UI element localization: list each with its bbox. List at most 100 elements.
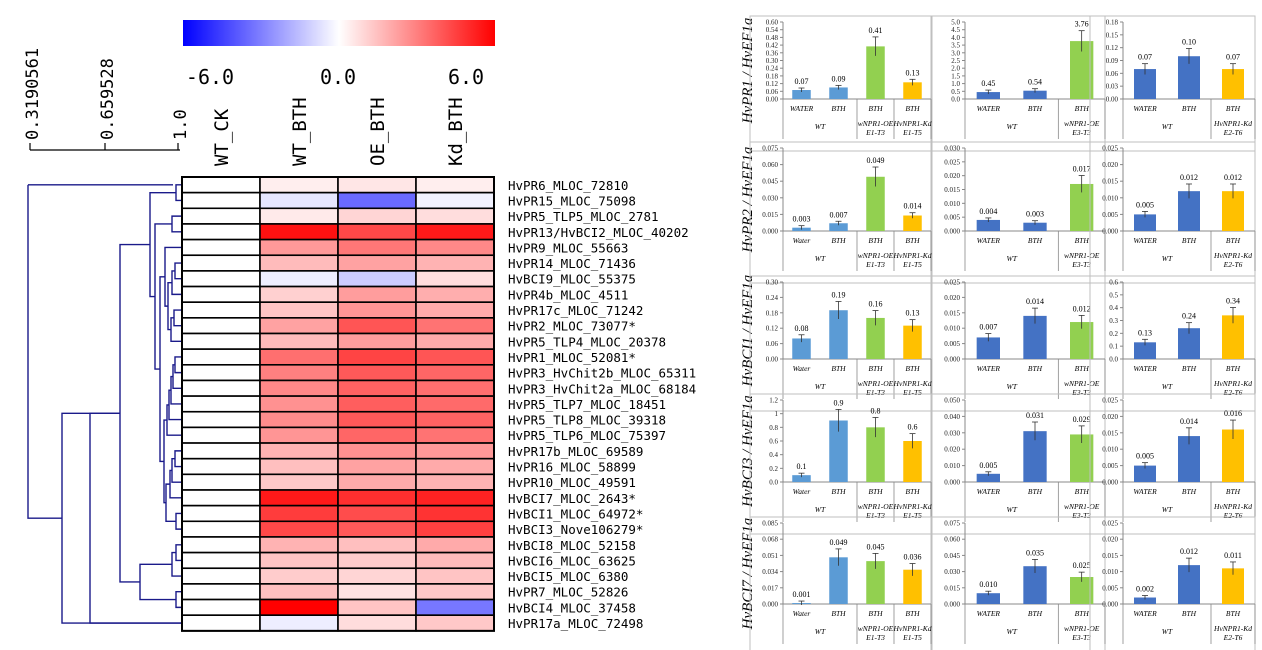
bar-panel-frame xyxy=(931,275,1106,412)
bar-value-label: 0.014 xyxy=(1026,297,1044,306)
bar-y-tick-label: 0.12 xyxy=(766,325,779,333)
bar-category-label: WATER xyxy=(977,104,1001,113)
bar-group-label: wNPR1-OE xyxy=(1064,624,1100,633)
bar-y-tick-label: 0.5 xyxy=(951,88,960,96)
heatmap-column-label: Kd_BTH xyxy=(445,97,467,166)
bar-y-tick-label: 0.000 xyxy=(762,601,778,609)
bar-y-tick-label: 0.005 xyxy=(1102,584,1118,592)
heatmap-cell xyxy=(415,270,495,288)
bar-y-tick-label: 0.075 xyxy=(944,520,960,528)
bar-group-label: wNPR1-OE xyxy=(858,379,894,388)
heatmap-cell xyxy=(259,332,339,350)
heatmap-cell xyxy=(181,285,261,303)
heatmap-cell xyxy=(259,363,339,382)
bar-group-label: wNPR1-OE xyxy=(858,119,894,128)
bar-y-tick-label: 0.005 xyxy=(944,214,960,222)
dendrogram-branch xyxy=(171,458,181,483)
heatmap-cell xyxy=(181,442,261,460)
heatmap-row-label: HvBCI5_MLOC_6380 xyxy=(508,569,628,584)
bar-y-tick-label: 0.8 xyxy=(769,424,778,432)
bar-panel-frame xyxy=(749,275,932,412)
bar-category-label: WATER xyxy=(1133,104,1157,113)
bar-y-tick-label: 0.0 xyxy=(1109,356,1118,364)
bar-y-tick-label: 0.18 xyxy=(766,72,779,80)
bar-panel-frame xyxy=(749,393,932,535)
bar-group-label: HvNPR1-Kd xyxy=(1213,624,1252,633)
heatmap-cell xyxy=(337,536,417,554)
bar xyxy=(866,317,885,359)
bar-panel-frame xyxy=(931,393,1106,535)
bar-value-label: 0.031 xyxy=(1026,411,1044,420)
bar-value-label: 0.6 xyxy=(908,423,918,432)
bar-y-tick-label: 0.015 xyxy=(1102,429,1118,437)
heatmap-cell xyxy=(337,489,417,507)
heatmap-row-label: HvPR4b_MLOC_4511 xyxy=(508,287,628,302)
bar-y-tick-label: 0.010 xyxy=(1102,194,1118,202)
bar-category-label: BTH xyxy=(1075,236,1090,245)
heatmap-cell xyxy=(259,238,339,257)
bar-y-tick-label: 0.12 xyxy=(766,80,779,88)
heatmap-cell xyxy=(259,583,339,601)
colorbar xyxy=(183,20,495,46)
heatmap-row-label: HvPR5_TLP5_MLOC_2781 xyxy=(508,209,659,224)
bar-y-tick-label: 0.068 xyxy=(762,536,778,544)
bar-y-tick-label: 0.030 xyxy=(762,194,778,202)
heatmap-cell xyxy=(337,442,417,460)
heatmap-cell xyxy=(337,363,417,382)
heatmap-cell xyxy=(181,395,261,413)
heatmap-row-label: HvBCI1_MLOC_64972* xyxy=(508,506,643,521)
heatmap-row-label: HvBCI3_Nove106279* xyxy=(508,522,643,537)
heatmap-column-label: OE_BTH xyxy=(367,97,389,166)
heatmap-cell xyxy=(415,489,495,507)
bar-group-label: E1-T5 xyxy=(902,388,922,397)
bar-y-tick-label: 0.4 xyxy=(1109,304,1118,312)
bar-y-tick-label: 0.000 xyxy=(1102,228,1118,236)
bar-y-tick-label: 0.12 xyxy=(1106,44,1119,52)
heatmap-row-label: HvPR6_MLOC_72810 xyxy=(508,178,628,193)
bar-y-tick-label: 1 xyxy=(775,410,779,418)
heatmap-row-label: HvPR7_MLOC_52826 xyxy=(508,585,628,600)
bar-y-tick-label: 0.6 xyxy=(1109,279,1118,287)
bar-category-label: Water xyxy=(793,609,811,618)
bar-category-label: BTH xyxy=(905,104,920,113)
heatmap-cell xyxy=(337,191,417,210)
bar-y-tick-label: 0.050 xyxy=(944,397,960,405)
bar-y-tick-label: 0.2 xyxy=(769,465,778,473)
heatmap-cell xyxy=(259,567,339,585)
bar xyxy=(1070,183,1094,231)
bar-group-label: WT xyxy=(1006,382,1017,391)
bar-y-tick-label: 1.5 xyxy=(951,72,960,80)
bar-category-label: BTH xyxy=(1075,609,1090,618)
bar-row-ylabel: HvBCI7 / HvEF1a xyxy=(740,518,756,631)
bar-category-label: BTH xyxy=(905,236,920,245)
heatmap-cell xyxy=(259,254,339,272)
bar-group-label: E2-T6 xyxy=(1223,388,1243,397)
bar-y-tick-label: 0.025 xyxy=(1102,397,1118,405)
bar-y-tick-label: 0.015 xyxy=(944,309,960,317)
bar-y-tick-label: 0.030 xyxy=(944,568,960,576)
heatmap-row-label: HvPR13/HvBCI2_MLOC_40202 xyxy=(508,225,689,240)
bar-y-tick-label: 0.045 xyxy=(762,178,778,186)
bar xyxy=(866,427,885,482)
bar-group-label: WT xyxy=(1006,254,1017,263)
bar-group-label: E1-T5 xyxy=(902,260,922,269)
bar-value-label: 0.09 xyxy=(832,74,846,83)
dendrogram-branch xyxy=(139,563,176,601)
heatmap-cell xyxy=(181,551,261,570)
bar-group-label: HvNPR1-Kd xyxy=(1213,119,1252,128)
bar xyxy=(792,475,811,482)
bar-group-label: WT xyxy=(815,627,826,636)
bar-group-label: WT xyxy=(815,254,826,263)
heatmap-row-label: HvPR17a_MLOC_72498 xyxy=(508,616,643,631)
bar xyxy=(1134,69,1156,99)
bar-y-tick-label: 0.00 xyxy=(766,356,779,364)
bar-value-label: 0.1 xyxy=(797,462,807,471)
bar-value-label: 0.08 xyxy=(795,324,809,333)
bar-group-label: E3-T3 xyxy=(1071,128,1091,137)
bar-category-label: BTH xyxy=(831,236,846,245)
bar xyxy=(1134,342,1156,359)
bar-y-tick-label: 0.36 xyxy=(766,49,779,57)
heatmap-cell xyxy=(181,520,261,538)
bar-group-label: E3-T3 xyxy=(1071,260,1091,269)
heatmap-row-label: HvPR5_TLP6_MLOC_75397 xyxy=(508,428,666,443)
